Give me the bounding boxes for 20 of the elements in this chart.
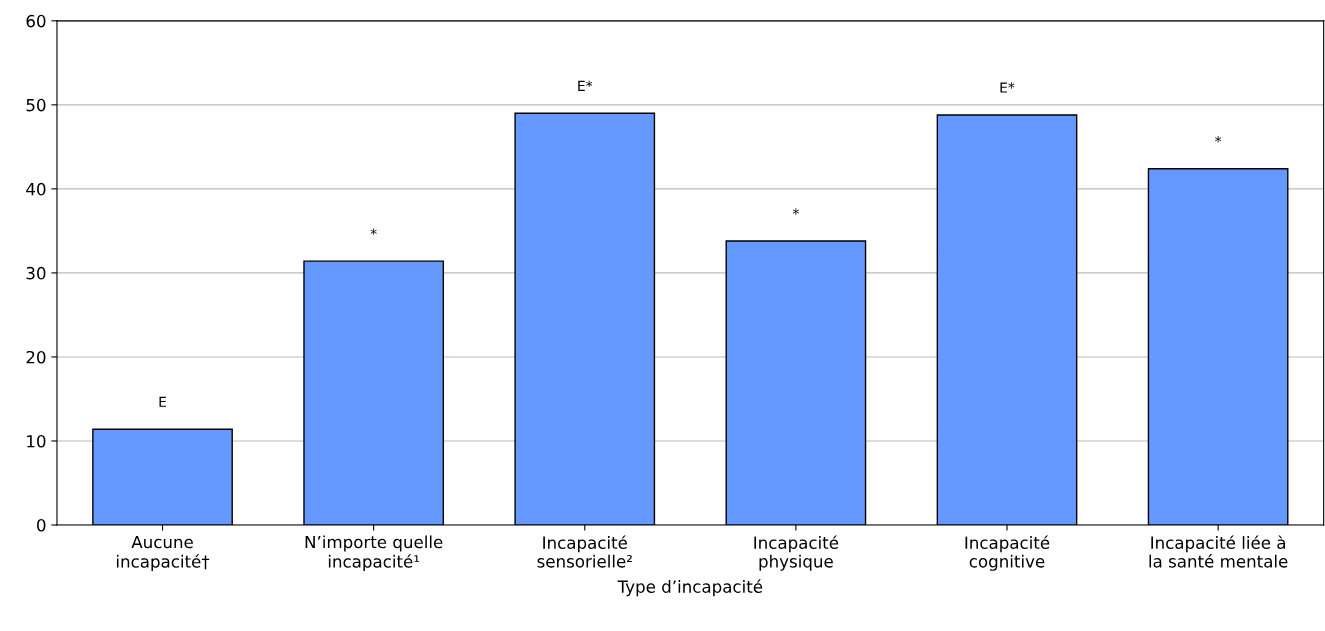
x-tick-label: Incapacité liée à la santé mentale: [1149, 535, 1288, 568]
y-tick-label: 0: [37, 518, 46, 532]
data-label: *: [370, 228, 377, 235]
y-tick-label: 50: [26, 98, 46, 112]
data-label: *: [792, 208, 799, 215]
y-tick-label: 40: [26, 182, 46, 196]
x-axis-title: Type d’incapacité: [617, 579, 763, 597]
data-label: *: [1215, 136, 1222, 143]
x-tick-label: N’importe quelle incapacité¹: [305, 535, 443, 571]
x-tick-label: Incapacité physique: [754, 535, 839, 571]
x-tick-label: Incapacité sensorielle²: [537, 535, 632, 568]
y-tick-label: 30: [26, 266, 46, 280]
y-tick-label: 60: [26, 14, 46, 28]
y-tick-label: 10: [27, 434, 46, 448]
x-tick-label: Incapacité cognitive: [965, 535, 1050, 571]
x-tick-label: Aucune incapacité†: [116, 535, 210, 571]
data-label: E*: [1000, 82, 1015, 93]
data-label: E: [159, 396, 167, 407]
y-tick-label: 20: [26, 350, 46, 364]
data-label: E*: [578, 80, 593, 91]
